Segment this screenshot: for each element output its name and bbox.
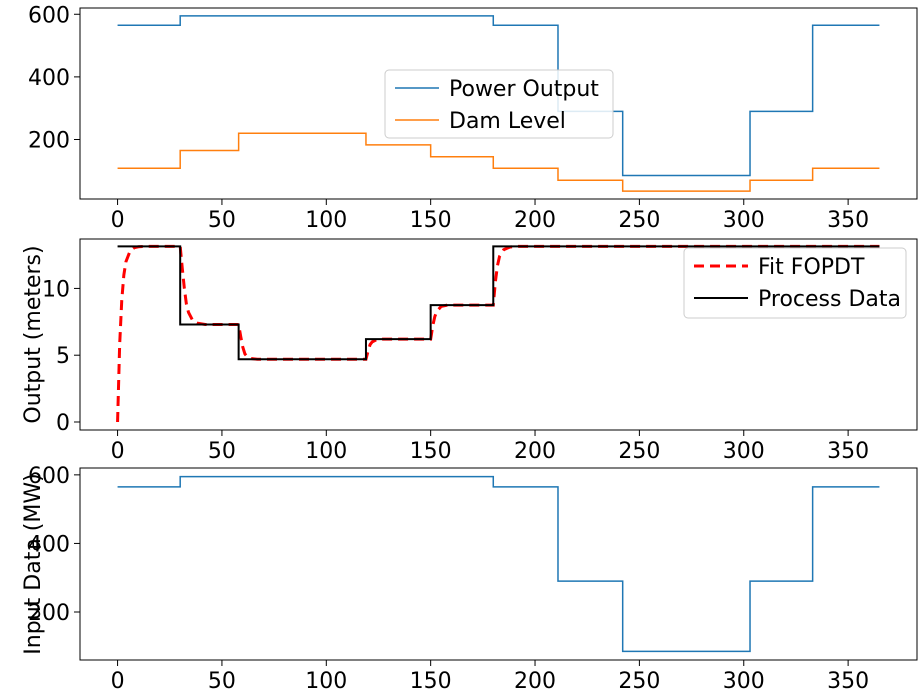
x-tick-label: 250 [618,208,660,233]
x-tick-label: 50 [208,669,236,694]
x-tick-label: 350 [827,439,869,464]
y-tick-label: 600 [28,464,70,489]
x-tick-label: 250 [618,439,660,464]
process-data-series-line [117,245,880,361]
axes-frame [79,467,918,661]
x-tick-label: 150 [410,439,452,464]
subplot-1: 0 50 100 150 200 250 300 350 200 400 600 Power Outp… [28,3,918,233]
x-tick-label: 350 [827,669,869,694]
y-tick-label: 400 [28,66,70,91]
legend: Power Output Dam Level [384,69,614,139]
y-axis-label: Input Data (MW) [21,473,46,654]
x-tick-label: 0 [111,208,125,233]
x-tick-label: 200 [514,669,556,694]
dam-level-series-line [117,132,880,192]
legend-label: Dam Level [449,109,566,134]
y-tick-label: 200 [28,601,70,626]
y-tick-label: 0 [56,411,70,436]
x-tick-label: 200 [514,439,556,464]
x-tick-label: 300 [723,439,765,464]
y-tick-label: 600 [28,3,70,28]
x-tick-label: 50 [208,208,236,233]
legend-box [683,247,907,319]
x-tick-label: 50 [208,439,236,464]
legend: Fit FOPDT Process Data [683,247,907,319]
legend-box [384,69,614,139]
x-tick-label: 300 [723,208,765,233]
legend-label: Process Data [758,287,901,312]
legend-label: Fit FOPDT [758,255,865,280]
legend-label: Power Output [449,77,599,102]
input-series-line [117,475,880,653]
x-tick-label: 250 [618,669,660,694]
y-tick-label: 10 [42,277,70,302]
x-tick-label: 300 [723,669,765,694]
x-tick-label: 150 [410,208,452,233]
x-tick-label: 100 [305,208,347,233]
y-tick-label: 400 [28,532,70,557]
x-tick-label: 0 [111,439,125,464]
x-tick-label: 0 [111,669,125,694]
y-tick-label: 200 [28,129,70,154]
x-tick-label: 100 [305,669,347,694]
y-axis-label: Output (meters) [21,245,46,423]
x-tick-label: 150 [410,669,452,694]
x-tick-label: 200 [514,208,556,233]
x-tick-label: 350 [827,208,869,233]
x-tick-label: 100 [305,439,347,464]
y-tick-label: 5 [56,344,70,369]
